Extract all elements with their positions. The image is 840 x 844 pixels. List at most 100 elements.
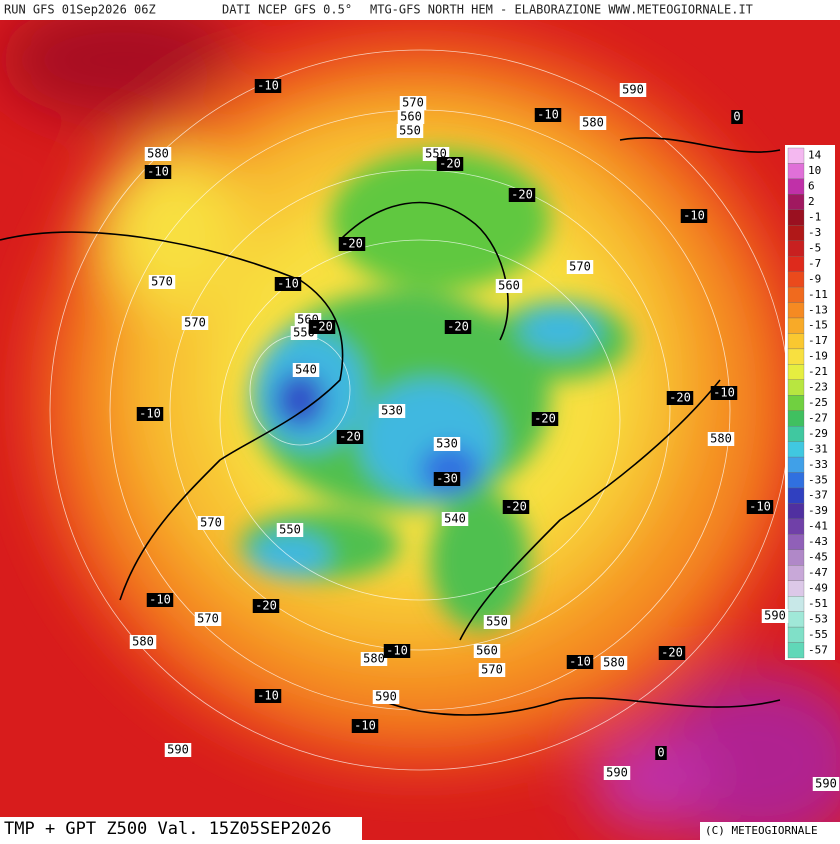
temperature-label-box — [252, 599, 280, 613]
height-label: 580 — [363, 652, 385, 666]
site-label: MTG-GFS NORTH HEM - ELABORAZIONE WWW.MET… — [370, 3, 753, 17]
height-label-box — [194, 612, 222, 626]
height-label-box — [292, 363, 320, 377]
height-label: 540 — [444, 512, 466, 526]
temperature-label: -10 — [354, 719, 376, 733]
legend-swatch — [787, 333, 805, 350]
header-band — [0, 0, 840, 20]
legend-swatch — [787, 642, 805, 659]
legend-swatch — [787, 472, 805, 489]
height-label: 590 — [606, 766, 628, 780]
temperature-label: -20 — [505, 500, 527, 514]
legend-swatch — [787, 194, 805, 210]
height-label-box — [399, 96, 427, 110]
height-label-box — [619, 83, 647, 97]
legend-swatch — [787, 395, 805, 411]
height-label-box — [144, 147, 172, 161]
height-label-box — [181, 316, 209, 330]
legend-label: -51 — [808, 597, 828, 610]
temperature-label-box — [274, 277, 302, 291]
legend-label: -17 — [808, 334, 828, 347]
temperature-label-box — [254, 689, 282, 703]
height-label: 550 — [279, 523, 301, 537]
temperature-label-box — [436, 157, 464, 171]
legend-label: -29 — [808, 427, 828, 440]
legend-swatch — [787, 163, 805, 180]
legend-label: -19 — [808, 350, 828, 363]
copyright-band — [700, 822, 840, 840]
temperature-label-box — [680, 209, 708, 223]
temperature-label-box — [666, 391, 694, 405]
height-label: 530 — [436, 437, 458, 451]
legend-label: -55 — [808, 628, 828, 641]
height-label-box — [483, 615, 511, 629]
legend-label: -15 — [808, 319, 828, 332]
legend-swatch — [787, 596, 805, 612]
coastlines — [0, 137, 781, 716]
source-label: DATI NCEP GFS 0.5° — [222, 3, 352, 17]
height-label: 580 — [582, 116, 604, 130]
legend-swatch — [787, 256, 805, 272]
temperature-label: 0 — [733, 110, 740, 124]
legend-label: -37 — [808, 489, 828, 502]
temperature-label: -10 — [683, 209, 705, 223]
legend-label: 14 — [808, 149, 822, 162]
footer-band — [0, 817, 362, 840]
height-label: 530 — [381, 404, 403, 418]
temperature-label: -10 — [149, 593, 171, 607]
height-label-box — [441, 512, 469, 526]
height-label-box — [378, 404, 406, 418]
height-label: 570 — [200, 516, 222, 530]
legend-swatch — [787, 534, 805, 550]
height-label-box — [707, 432, 735, 446]
legend-label: -57 — [808, 643, 828, 656]
legend-swatch — [787, 178, 805, 195]
temperature-label: -30 — [436, 472, 458, 486]
height-label: 590 — [815, 777, 837, 791]
height-label-box — [566, 260, 594, 274]
height-label: 580 — [603, 656, 625, 670]
height-label: 570 — [481, 663, 503, 677]
height-label: 570 — [402, 96, 424, 110]
legend-label: -53 — [808, 612, 828, 625]
temperature-label: -20 — [255, 599, 277, 613]
temperature-label-box — [502, 500, 530, 514]
legend-label: -21 — [808, 365, 828, 378]
height-label-box — [197, 516, 225, 530]
temperature-label: -20 — [447, 320, 469, 334]
legend-swatch — [787, 426, 805, 442]
legend-label: -5 — [808, 241, 821, 254]
legend-swatch — [787, 410, 805, 427]
height-label-box — [276, 523, 304, 537]
height-label-box — [495, 279, 523, 293]
height-label: 570 — [184, 316, 206, 330]
temperature-label-box — [383, 644, 411, 658]
legend-label: -35 — [808, 473, 828, 486]
height-label-box — [148, 275, 176, 289]
height-label: 550 — [486, 615, 508, 629]
legend-label: -3 — [808, 226, 821, 239]
legend-label: 6 — [808, 180, 815, 193]
legend-swatch — [787, 626, 805, 643]
temperature-label-box — [534, 108, 562, 122]
legend-swatch — [787, 302, 805, 319]
legend-swatch — [787, 348, 805, 365]
height-label: 590 — [622, 83, 644, 97]
temperature-label: -20 — [661, 646, 683, 660]
temperature-label-box — [144, 165, 172, 179]
temperature-label-box — [658, 646, 686, 660]
temperature-label: -10 — [713, 386, 735, 400]
temperature-label: -10 — [537, 108, 559, 122]
temperature-label-box — [136, 407, 164, 421]
copyright: (C) METEOGIORNALE — [705, 824, 818, 837]
height-label: 590 — [167, 743, 189, 757]
temperature-label: -10 — [386, 644, 408, 658]
temperature-label-box — [146, 593, 174, 607]
height-label: 570 — [197, 612, 219, 626]
legend-swatch — [787, 565, 805, 581]
legend-swatch — [787, 209, 805, 226]
legend-swatch — [787, 518, 805, 535]
legend-swatch — [787, 441, 805, 458]
temperature-label-box — [655, 746, 667, 760]
